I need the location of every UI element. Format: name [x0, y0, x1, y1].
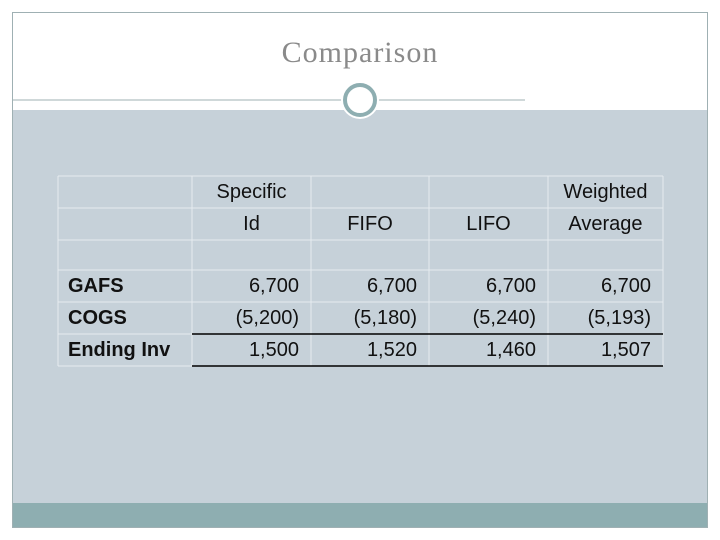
column-header: Id [243, 213, 260, 235]
table-value: (5,200) [235, 307, 299, 329]
table-value: 1,520 [366, 339, 417, 361]
column-header: FIFO [347, 213, 393, 235]
table-grid [57, 175, 664, 367]
table-value: 1,507 [600, 339, 651, 361]
slide-title: Comparison [281, 36, 439, 69]
content-background [12, 110, 708, 528]
table-value: (5,240) [472, 307, 536, 329]
row-label: GAFS [68, 275, 124, 297]
row-label: Ending Inv [68, 339, 171, 361]
ornament-ring [343, 83, 377, 117]
table-value: 6,700 [485, 275, 536, 297]
column-header: Weighted [563, 181, 648, 203]
table-value: 6,700 [600, 275, 651, 297]
table-value: 1,500 [248, 339, 299, 361]
table-value: 1,460 [485, 339, 536, 361]
column-header: LIFO [466, 213, 511, 235]
row-label: COGS [68, 307, 127, 329]
table-value: (5,180) [353, 307, 417, 329]
slide-border [12, 12, 708, 528]
table-value: 6,700 [248, 275, 299, 297]
column-header: Average [568, 213, 643, 235]
column-header: Specific [216, 181, 287, 203]
table-value: 6,700 [366, 275, 417, 297]
table-value: (5,193) [587, 307, 651, 329]
footer-bar [12, 503, 708, 528]
